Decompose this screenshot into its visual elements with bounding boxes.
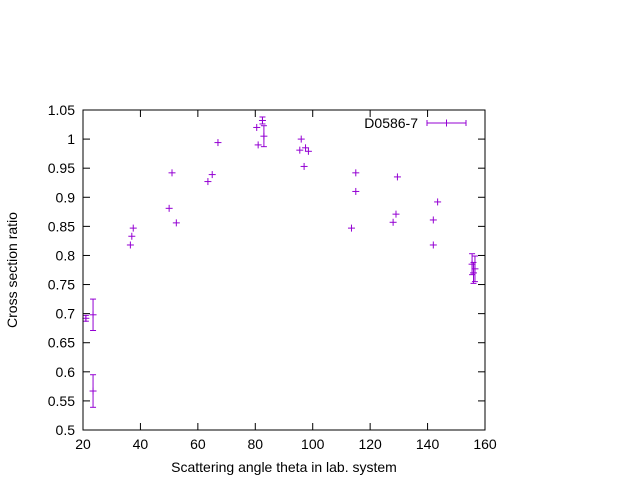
- x-tick-label: 160: [473, 436, 497, 452]
- data-point: [129, 224, 137, 232]
- data-point: [254, 141, 262, 149]
- data-point: [468, 253, 476, 276]
- data-point: [172, 219, 180, 227]
- x-tick-label: 100: [301, 436, 325, 452]
- data-point: [302, 144, 310, 152]
- y-tick-label: 1: [67, 131, 75, 147]
- data-marks: [82, 116, 479, 408]
- y-tick-label: 0.7: [56, 306, 76, 322]
- axis-ticks: 20 40 60 80 100 120 140 160 0.5 0.55 0.6 0.65 0.7 0.7…: [48, 102, 497, 452]
- y-tick-label: 0.55: [48, 393, 75, 409]
- x-tick-label: 120: [358, 436, 382, 452]
- data-point: [304, 147, 312, 155]
- data-point: [253, 123, 261, 131]
- data-point: [352, 169, 360, 177]
- data-point: [260, 125, 268, 148]
- data-point: [393, 173, 401, 181]
- y-tick-label: 0.85: [48, 218, 75, 234]
- data-point: [165, 204, 173, 212]
- y-tick-label: 0.9: [56, 189, 76, 205]
- data-point: [470, 261, 478, 284]
- data-point: [89, 298, 97, 332]
- legend: D0586-7: [364, 115, 467, 131]
- data-point: [258, 116, 266, 125]
- data-point: [347, 224, 355, 232]
- legend-sample-errorbar: [426, 119, 467, 127]
- data-point: [392, 210, 400, 218]
- y-tick-label: 0.5: [56, 422, 76, 438]
- data-point: [168, 169, 176, 177]
- y-axis-title: Cross section ratio: [4, 212, 20, 328]
- data-point: [352, 187, 360, 195]
- data-point: [434, 198, 442, 206]
- y-tick-label: 0.95: [48, 160, 75, 176]
- data-point: [126, 241, 134, 249]
- y-tick-label: 0.8: [56, 247, 76, 263]
- x-tick-label: 60: [190, 436, 206, 452]
- y-tick-label: 0.65: [48, 335, 75, 351]
- x-tick-label: 20: [75, 436, 91, 452]
- x-axis-title: Scattering angle theta in lab. system: [171, 459, 397, 475]
- data-point: [204, 178, 212, 186]
- data-point: [82, 314, 90, 322]
- data-point: [429, 241, 437, 249]
- data-point: [471, 255, 479, 283]
- data-point: [208, 171, 216, 179]
- legend-label: D0586-7: [364, 115, 418, 131]
- x-tick-label: 80: [247, 436, 263, 452]
- y-tick-label: 1.05: [48, 102, 75, 118]
- x-tick-label: 40: [133, 436, 149, 452]
- data-point: [89, 374, 97, 408]
- x-tick-label: 140: [416, 436, 440, 452]
- data-point: [128, 232, 136, 240]
- y-tick-label: 0.75: [48, 277, 75, 293]
- data-point: [296, 146, 304, 154]
- data-point: [297, 135, 305, 143]
- data-point: [214, 139, 222, 147]
- data-point: [389, 218, 397, 226]
- data-point: [300, 162, 308, 170]
- y-tick-label: 0.6: [56, 364, 76, 380]
- data-point: [429, 216, 437, 224]
- plot-frame: [82, 109, 486, 431]
